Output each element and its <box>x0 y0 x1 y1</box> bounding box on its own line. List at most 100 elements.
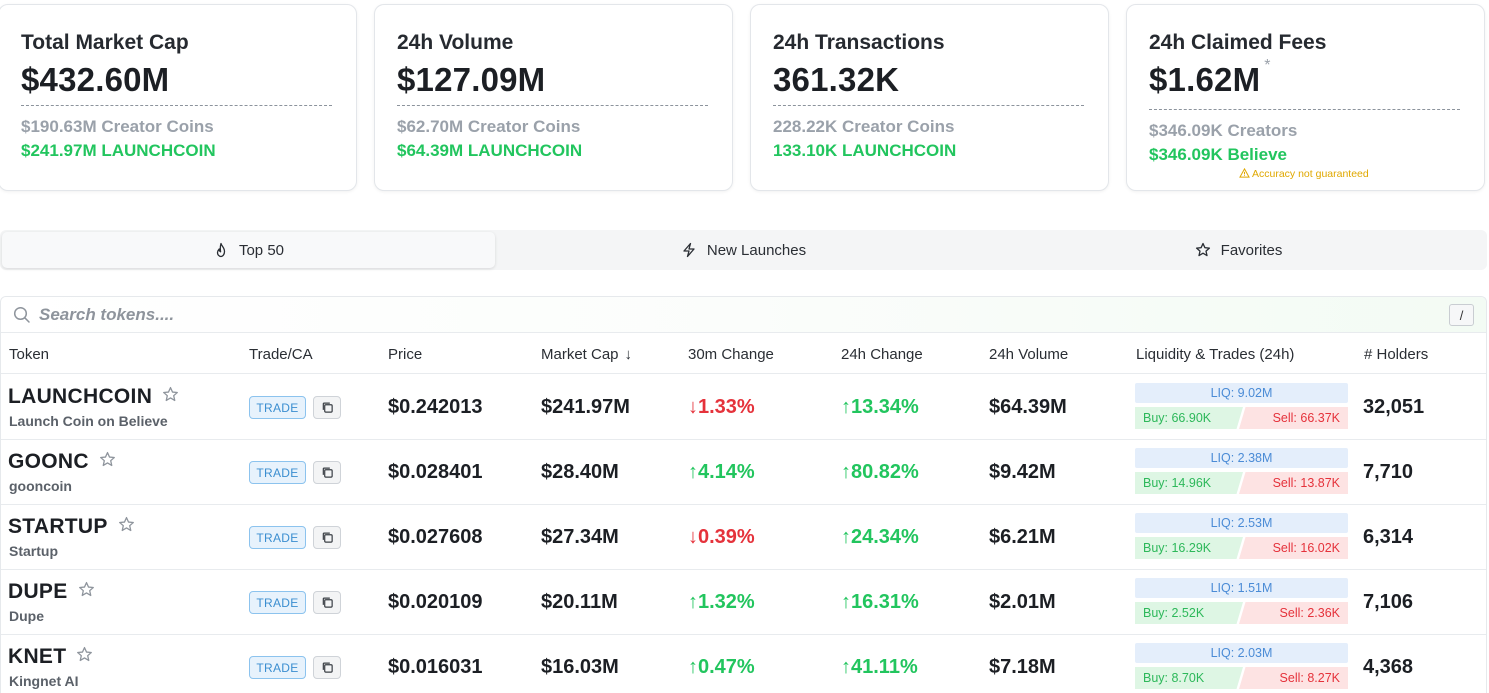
tokens-table: / Token Trade/CA Price Market Cap ↓ 30m C… <box>0 296 1487 693</box>
copy-address-button[interactable] <box>313 461 341 484</box>
col-24h-change[interactable]: 24h Change <box>841 346 923 363</box>
copy-address-button[interactable] <box>313 656 341 679</box>
col-market-cap[interactable]: Market Cap ↓ <box>541 346 632 363</box>
tab-favorites[interactable]: Favorites <box>992 232 1485 268</box>
col-token[interactable]: Token <box>9 346 50 363</box>
copy-icon <box>322 532 333 543</box>
table-header: Token Trade/CA Price Market Cap ↓ 30m Cha… <box>1 334 1486 374</box>
search-icon <box>13 306 30 323</box>
tab-top-50[interactable]: Top 50 <box>2 232 495 268</box>
trade-button[interactable]: TRADE <box>249 591 306 614</box>
card-divider <box>773 105 1084 106</box>
copy-icon <box>322 467 333 478</box>
card-value: $432.60M <box>21 61 170 98</box>
card-creator-coins: 228.22K Creator Coins <box>773 117 955 136</box>
token-24h-volume: $2.01M <box>989 591 1056 613</box>
token-price: $0.016031 <box>388 656 483 678</box>
token-holders: 7,106 <box>1363 591 1414 613</box>
token-name: Startup <box>9 543 58 559</box>
search-input[interactable] <box>39 303 639 327</box>
search-bar: / <box>1 297 1486 333</box>
buy-volume-bar: Buy: 2.52K <box>1135 602 1243 624</box>
trade-button[interactable]: TRADE <box>249 396 306 419</box>
token-30m-change: ↑1.32% <box>688 591 755 613</box>
token-holders: 4,368 <box>1363 656 1414 678</box>
token-holders: 6,314 <box>1363 526 1414 548</box>
token-symbol[interactable]: DUPE <box>8 580 95 604</box>
token-holders: 32,051 <box>1363 396 1425 418</box>
token-price: $0.020109 <box>388 591 483 613</box>
token-symbol[interactable]: KNET <box>8 645 93 669</box>
card-launchcoin: $241.97M LAUNCHCOIN <box>21 141 216 160</box>
token-symbol[interactable]: GOONC <box>8 450 116 474</box>
card-value: $127.09M <box>397 61 546 98</box>
token-24h-volume: $9.42M <box>989 461 1056 483</box>
card-creators: $346.09K Creators <box>1149 121 1298 140</box>
token-30m-change: ↓1.33% <box>688 396 755 418</box>
col-market-cap-label: Market Cap <box>541 346 619 363</box>
token-24h-volume: $7.18M <box>989 656 1056 678</box>
favorite-star-icon[interactable] <box>99 451 116 468</box>
token-symbol[interactable]: STARTUP <box>8 515 135 539</box>
token-name: gooncoin <box>9 478 72 494</box>
trade-button[interactable]: TRADE <box>249 461 306 484</box>
search-shortcut-key: / <box>1449 304 1474 326</box>
token-symbol-text: STARTUP <box>8 515 108 538</box>
copy-address-button[interactable] <box>313 591 341 614</box>
col-price[interactable]: Price <box>388 346 423 363</box>
favorite-star-icon[interactable] <box>118 516 135 533</box>
trade-button[interactable]: TRADE <box>249 526 306 549</box>
sort-desc-icon: ↓ <box>624 346 633 363</box>
copy-address-button[interactable] <box>313 526 341 549</box>
table-row[interactable]: STARTUP Startup TRADE $0.027608 $27.34M … <box>1 505 1486 570</box>
accuracy-warning-text: Accuracy not guaranteed <box>1252 168 1369 180</box>
col-30m-change[interactable]: 30m Change <box>688 346 774 363</box>
card-title: 24h Claimed Fees <box>1149 31 1327 54</box>
table-row[interactable]: KNET Kingnet AI TRADE $0.016031 $16.03M … <box>1 635 1486 693</box>
col-liquidity[interactable]: Liquidity & Trades (24h) <box>1136 346 1295 363</box>
table-row[interactable]: DUPE Dupe TRADE $0.020109 $20.11M ↑1.32%… <box>1 570 1486 635</box>
claimed-fees-card: 24h Claimed Fees $1.62M * $346.09K Creato… <box>1126 4 1485 191</box>
token-30m-change: ↑4.14% <box>688 461 755 483</box>
token-24h-change: ↑13.34% <box>841 396 919 418</box>
card-divider <box>21 105 332 106</box>
col-trade: Trade/CA <box>249 346 313 363</box>
liquidity-badge: LIQ: 2.38M <box>1135 448 1348 468</box>
col-24h-volume[interactable]: 24h Volume <box>989 346 1069 363</box>
token-holders: 7,710 <box>1363 461 1414 483</box>
favorite-star-icon[interactable] <box>162 386 179 403</box>
token-24h-volume: $64.39M <box>989 396 1067 418</box>
token-symbol-text: GOONC <box>8 450 89 473</box>
sell-volume-bar: Sell: 13.87K <box>1239 472 1348 494</box>
tab-label: New Launches <box>706 241 807 259</box>
card-creator-coins: $190.63M Creator Coins <box>21 117 214 136</box>
token-24h-change: ↑41.11% <box>841 656 918 678</box>
favorite-star-icon[interactable] <box>76 646 93 663</box>
table-row[interactable]: LAUNCHCOIN Launch Coin on Believe TRADE … <box>1 375 1486 440</box>
tab-new-launches[interactable]: New Launches <box>497 232 990 268</box>
token-24h-change: ↑24.34% <box>841 526 919 548</box>
token-price: $0.027608 <box>388 526 483 548</box>
trade-button[interactable]: TRADE <box>249 656 306 679</box>
token-symbol-text: LAUNCHCOIN <box>8 385 153 408</box>
token-24h-volume: $6.21M <box>989 526 1056 548</box>
card-title: 24h Volume <box>397 31 514 54</box>
liquidity-badge: LIQ: 2.53M <box>1135 513 1348 533</box>
asterisk: * <box>1264 57 1271 74</box>
favorite-star-icon[interactable] <box>78 581 95 598</box>
token-symbol-text: DUPE <box>8 580 68 603</box>
warning-icon <box>1239 167 1250 178</box>
copy-address-button[interactable] <box>313 396 341 419</box>
copy-icon <box>322 662 333 673</box>
card-creator-coins: $62.70M Creator Coins <box>397 117 581 136</box>
col-holders[interactable]: # Holders <box>1364 346 1429 363</box>
tab-label: Favorites <box>1220 241 1283 259</box>
volume-card: 24h Volume $127.09M $62.70M Creator Coin… <box>374 4 733 191</box>
transactions-card: 24h Transactions 361.32K 228.22K Creator… <box>750 4 1109 191</box>
token-symbol[interactable]: LAUNCHCOIN <box>8 385 179 409</box>
buy-volume-bar: Buy: 66.90K <box>1135 407 1243 429</box>
sell-volume-bar: Sell: 2.36K <box>1239 602 1348 624</box>
table-row[interactable]: GOONC gooncoin TRADE $0.028401 $28.40M ↑… <box>1 440 1486 505</box>
sell-volume-bar: Sell: 66.37K <box>1239 407 1348 429</box>
card-divider <box>397 105 708 106</box>
